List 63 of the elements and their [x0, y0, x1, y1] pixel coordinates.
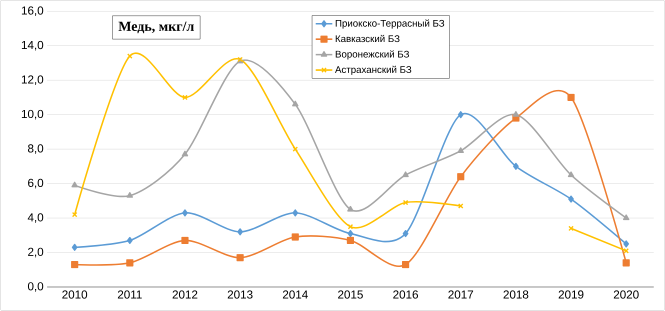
y-tick-label: 10,0 — [22, 110, 44, 120]
y-tick-label: 6,0 — [28, 178, 44, 189]
point — [236, 254, 244, 262]
point — [182, 94, 188, 100]
point — [458, 203, 464, 209]
point — [623, 240, 630, 248]
point — [126, 259, 134, 267]
point — [458, 147, 464, 154]
point — [348, 230, 354, 238]
point — [181, 237, 189, 244]
y-tick-label: 4,0 — [28, 213, 44, 224]
point — [126, 237, 133, 244]
point — [458, 111, 464, 118]
x-tick-label: 2017 — [448, 290, 474, 299]
point — [622, 214, 630, 220]
x-tick-label: 2016 — [393, 290, 418, 299]
point — [568, 196, 574, 203]
y-tick-label: 8,0 — [28, 144, 44, 154]
point — [402, 200, 408, 206]
point — [71, 182, 78, 188]
x-tick-label: 2014 — [282, 290, 308, 299]
point — [512, 111, 520, 117]
x-tick-label: 2010 — [62, 290, 88, 299]
point — [292, 234, 299, 241]
point — [127, 53, 133, 59]
x-tick-label: 2012 — [172, 290, 198, 299]
point — [292, 100, 298, 107]
point — [347, 206, 354, 212]
legend-label: Приокско-Террасный БЗ — [336, 20, 444, 29]
point — [71, 261, 78, 268]
x-tick-label: 2011 — [118, 290, 142, 299]
point — [237, 228, 243, 236]
point — [567, 94, 575, 102]
point — [182, 209, 188, 217]
point — [568, 226, 574, 232]
x-tick-label: 2018 — [504, 290, 528, 299]
x-tick-label: 2019 — [558, 290, 584, 299]
y-tick-label: 14,0 — [22, 41, 44, 51]
point — [622, 259, 630, 267]
point — [182, 150, 188, 157]
point — [513, 162, 519, 170]
y-tick-label: 0,0 — [28, 282, 44, 292]
point — [126, 192, 134, 198]
legend-label: Воронежский БЗ — [336, 50, 409, 60]
point — [457, 173, 464, 180]
x-tick-label: 2020 — [614, 290, 639, 299]
text: Медь, мкг/л — [118, 22, 194, 34]
x-tick-label: 2015 — [338, 290, 363, 299]
point — [292, 209, 298, 217]
legend-label: Астраханский БЗ — [335, 66, 412, 76]
x-tick-label: 2013 — [228, 290, 253, 299]
y-tick-label: 12,0 — [22, 76, 44, 86]
y-tick-label: 16,0 — [22, 6, 44, 16]
point — [402, 261, 410, 268]
point — [568, 172, 574, 178]
point — [346, 237, 354, 244]
point — [402, 230, 408, 238]
y-tick-label: 2,0 — [28, 248, 44, 258]
legend-label: Кавказский БЗ — [336, 35, 400, 42]
point — [292, 146, 298, 152]
point — [348, 224, 354, 230]
point — [72, 244, 78, 252]
point — [402, 172, 409, 178]
